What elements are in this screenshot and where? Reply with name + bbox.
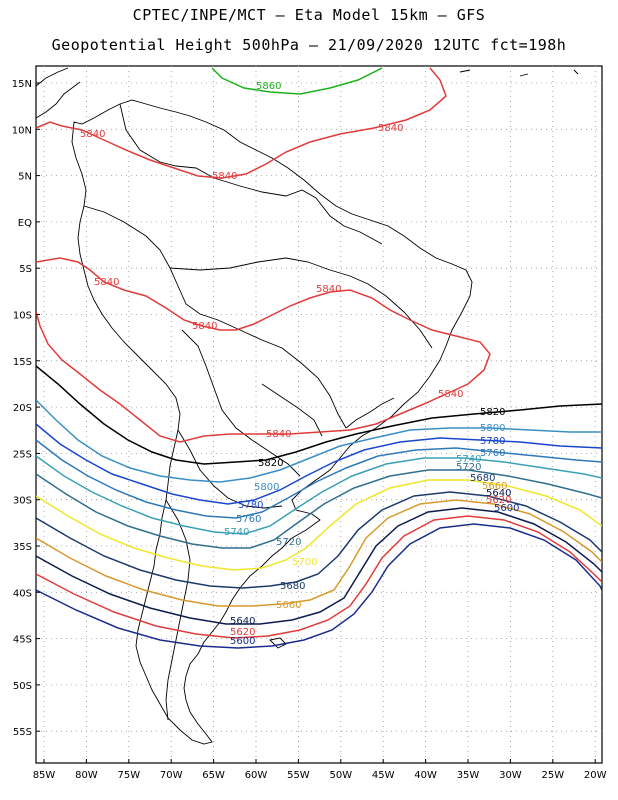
border-bolivia bbox=[181, 329, 301, 477]
contour-5840-south bbox=[36, 257, 491, 443]
lat-tick-label: 10N bbox=[12, 125, 32, 136]
lat-tick-label: 50S bbox=[13, 681, 32, 692]
lat-tick-label: 35S bbox=[13, 542, 32, 553]
border-argentina bbox=[177, 429, 283, 509]
lon-tick-label: 55W bbox=[287, 770, 310, 781]
contour-label-5760: 5760 bbox=[236, 514, 261, 525]
contour-5740 bbox=[36, 455, 602, 535]
contour-labels: 5860 5840 5840 5840 5840 5840 5840 5840 … bbox=[80, 81, 519, 647]
contour-label-5700: 5700 bbox=[292, 557, 317, 568]
contour-label-5740: 5740 bbox=[224, 527, 249, 538]
contour-5720 bbox=[36, 469, 602, 549]
lon-tick-label: 60W bbox=[245, 770, 268, 781]
contour-label-5840: 5840 bbox=[192, 321, 217, 332]
lon-tick-label: 75W bbox=[117, 770, 140, 781]
border-interior bbox=[169, 257, 433, 349]
title-line-1: CPTEC/INPE/MCT – Eta Model 15km – GFS bbox=[132, 6, 486, 24]
lon-tick-label: 70W bbox=[160, 770, 183, 781]
contour-label-5820: 5820 bbox=[480, 407, 505, 418]
contour-label-5720: 5720 bbox=[456, 462, 481, 473]
contour-label-5680: 5680 bbox=[280, 581, 305, 592]
south-america-outline bbox=[71, 99, 473, 745]
contour-5620 bbox=[36, 515, 602, 639]
border-west bbox=[83, 205, 347, 429]
lon-tick-label: 80W bbox=[75, 770, 98, 781]
border-chile bbox=[165, 499, 191, 721]
contour-5780 bbox=[36, 423, 602, 505]
lat-tick-label: 15S bbox=[13, 357, 32, 368]
contour-label-5840: 5840 bbox=[438, 389, 463, 400]
lon-tick-label: 20W bbox=[584, 770, 607, 781]
contour-5700 bbox=[36, 479, 602, 571]
lat-tick-label: 15N bbox=[12, 79, 32, 90]
lon-tick-label: 35W bbox=[457, 770, 480, 781]
lon-tick-label: 65W bbox=[202, 770, 225, 781]
lon-tick-label: 30W bbox=[499, 770, 522, 781]
lon-tick-label: 25W bbox=[541, 770, 564, 781]
contour-label-5620: 5620 bbox=[486, 495, 511, 506]
contour-label-5760: 5760 bbox=[480, 448, 505, 459]
contour-label-5780: 5780 bbox=[238, 500, 263, 511]
lat-tick-label: 5N bbox=[18, 172, 32, 183]
contour-label-5680: 5680 bbox=[470, 473, 495, 484]
contour-label-5640: 5640 bbox=[486, 488, 511, 499]
contour-label-5840: 5840 bbox=[94, 277, 119, 288]
lat-tick-label: 30S bbox=[13, 496, 32, 507]
contour-5600 bbox=[36, 523, 602, 649]
contour-label-5860: 5860 bbox=[256, 81, 281, 92]
contour-lines bbox=[36, 67, 602, 649]
contour-5800 bbox=[36, 399, 602, 483]
border-paraguay bbox=[261, 383, 323, 437]
lat-tick-label: 45S bbox=[13, 635, 32, 646]
contour-label-5840: 5840 bbox=[80, 129, 105, 140]
contour-5760 bbox=[36, 439, 602, 519]
lat-tick-label: EQ bbox=[18, 218, 32, 229]
contour-label-5840: 5840 bbox=[378, 123, 403, 134]
contour-5860 bbox=[211, 67, 383, 95]
contour-5840-north bbox=[36, 67, 447, 179]
contour-label-5840: 5840 bbox=[212, 171, 237, 182]
contour-5640 bbox=[36, 507, 602, 625]
border-east bbox=[345, 397, 395, 429]
contour-5660 bbox=[36, 499, 602, 607]
lon-tick-label: 85W bbox=[33, 770, 56, 781]
title-line-2: Geopotential Height 500hPa – 21/09/2020 … bbox=[51, 36, 567, 54]
contour-5680 bbox=[36, 491, 602, 589]
lat-tick-label: 10S bbox=[13, 311, 32, 322]
contour-label-5840: 5840 bbox=[266, 429, 291, 440]
contour-label-5740: 5740 bbox=[456, 454, 481, 465]
contour-label-5800: 5800 bbox=[254, 482, 279, 493]
central-america-coast bbox=[36, 67, 81, 119]
lat-tick-label: 25S bbox=[13, 449, 32, 460]
contour-label-5820: 5820 bbox=[258, 458, 283, 469]
contour-label-5600: 5600 bbox=[494, 503, 519, 514]
lon-tick-label: 45W bbox=[372, 770, 395, 781]
contour-5820 bbox=[36, 365, 602, 465]
lat-tick-label: 40S bbox=[13, 588, 32, 599]
lon-tick-label: 40W bbox=[414, 770, 437, 781]
contour-label-5840: 5840 bbox=[316, 284, 341, 295]
caribbean-islands bbox=[459, 69, 579, 77]
lat-tick-label: 5S bbox=[19, 264, 32, 275]
contour-label-5600: 5600 bbox=[230, 636, 255, 647]
contour-label-5800: 5800 bbox=[480, 423, 505, 434]
contour-label-5780: 5780 bbox=[480, 436, 505, 447]
lat-tick-label: 20S bbox=[13, 403, 32, 414]
lon-tick-label: 50W bbox=[329, 770, 352, 781]
contour-label-5640: 5640 bbox=[230, 616, 255, 627]
contour-label-5620: 5620 bbox=[230, 627, 255, 638]
border-north bbox=[119, 103, 383, 245]
contour-label-5720: 5720 bbox=[276, 537, 301, 548]
lat-tick-label: 55S bbox=[13, 727, 32, 738]
contour-label-5660: 5660 bbox=[276, 600, 301, 611]
map-frame bbox=[35, 65, 603, 764]
contour-label-5660: 5660 bbox=[482, 481, 507, 492]
axis-tick-labels: 15N 10N 5N EQ 5S 10S 15S 20S 25S 30S 35S 40S 45S 50S 5… bbox=[12, 79, 607, 781]
